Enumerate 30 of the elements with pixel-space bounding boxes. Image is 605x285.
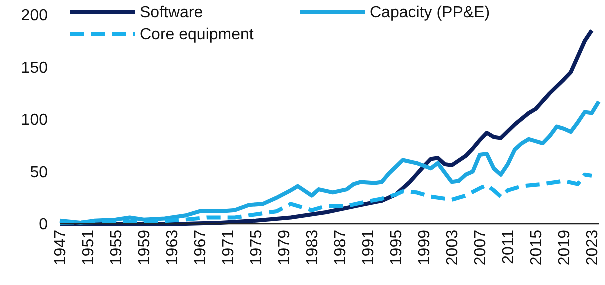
x-tick-label: 2023 (584, 230, 602, 266)
legend-label: Capacity (PP&E) (370, 4, 490, 22)
x-tick-label: 2019 (556, 230, 574, 266)
legend-label: Software (140, 4, 204, 22)
y-tick-label: 0 (39, 216, 48, 234)
y-tick-label: 50 (30, 164, 48, 182)
x-tick-label: 2015 (528, 230, 546, 266)
line-series (58, 100, 601, 225)
legend-label: Core equipment (140, 26, 254, 44)
x-tick-label: 1963 (164, 230, 182, 266)
x-tick-label: 1947 (52, 230, 70, 266)
x-tick-label: 1987 (332, 230, 350, 266)
x-tick-label: 1967 (192, 230, 210, 266)
x-tick-label: 1991 (360, 230, 378, 266)
x-tick-label: 2007 (472, 230, 490, 266)
x-tick-label: 2003 (444, 230, 462, 266)
y-tick-label: 100 (21, 112, 48, 130)
y-tick-label: 200 (21, 8, 48, 25)
x-tick-label: 1999 (416, 230, 434, 266)
x-tick-label: 1995 (388, 230, 406, 266)
y-tick-label: 150 (21, 60, 48, 77)
x-tick-label: 1951 (80, 230, 98, 266)
x-tick-label: 1955 (108, 230, 126, 266)
x-tick-label: 1975 (248, 230, 266, 266)
x-tick-label: 1959 (136, 230, 154, 266)
line-series (58, 28, 594, 226)
x-tick-label: 1983 (304, 230, 322, 266)
x-tick-label: 1979 (276, 230, 294, 266)
x-tick-label: 1971 (220, 230, 238, 266)
x-tick-label: 2011 (500, 230, 518, 264)
